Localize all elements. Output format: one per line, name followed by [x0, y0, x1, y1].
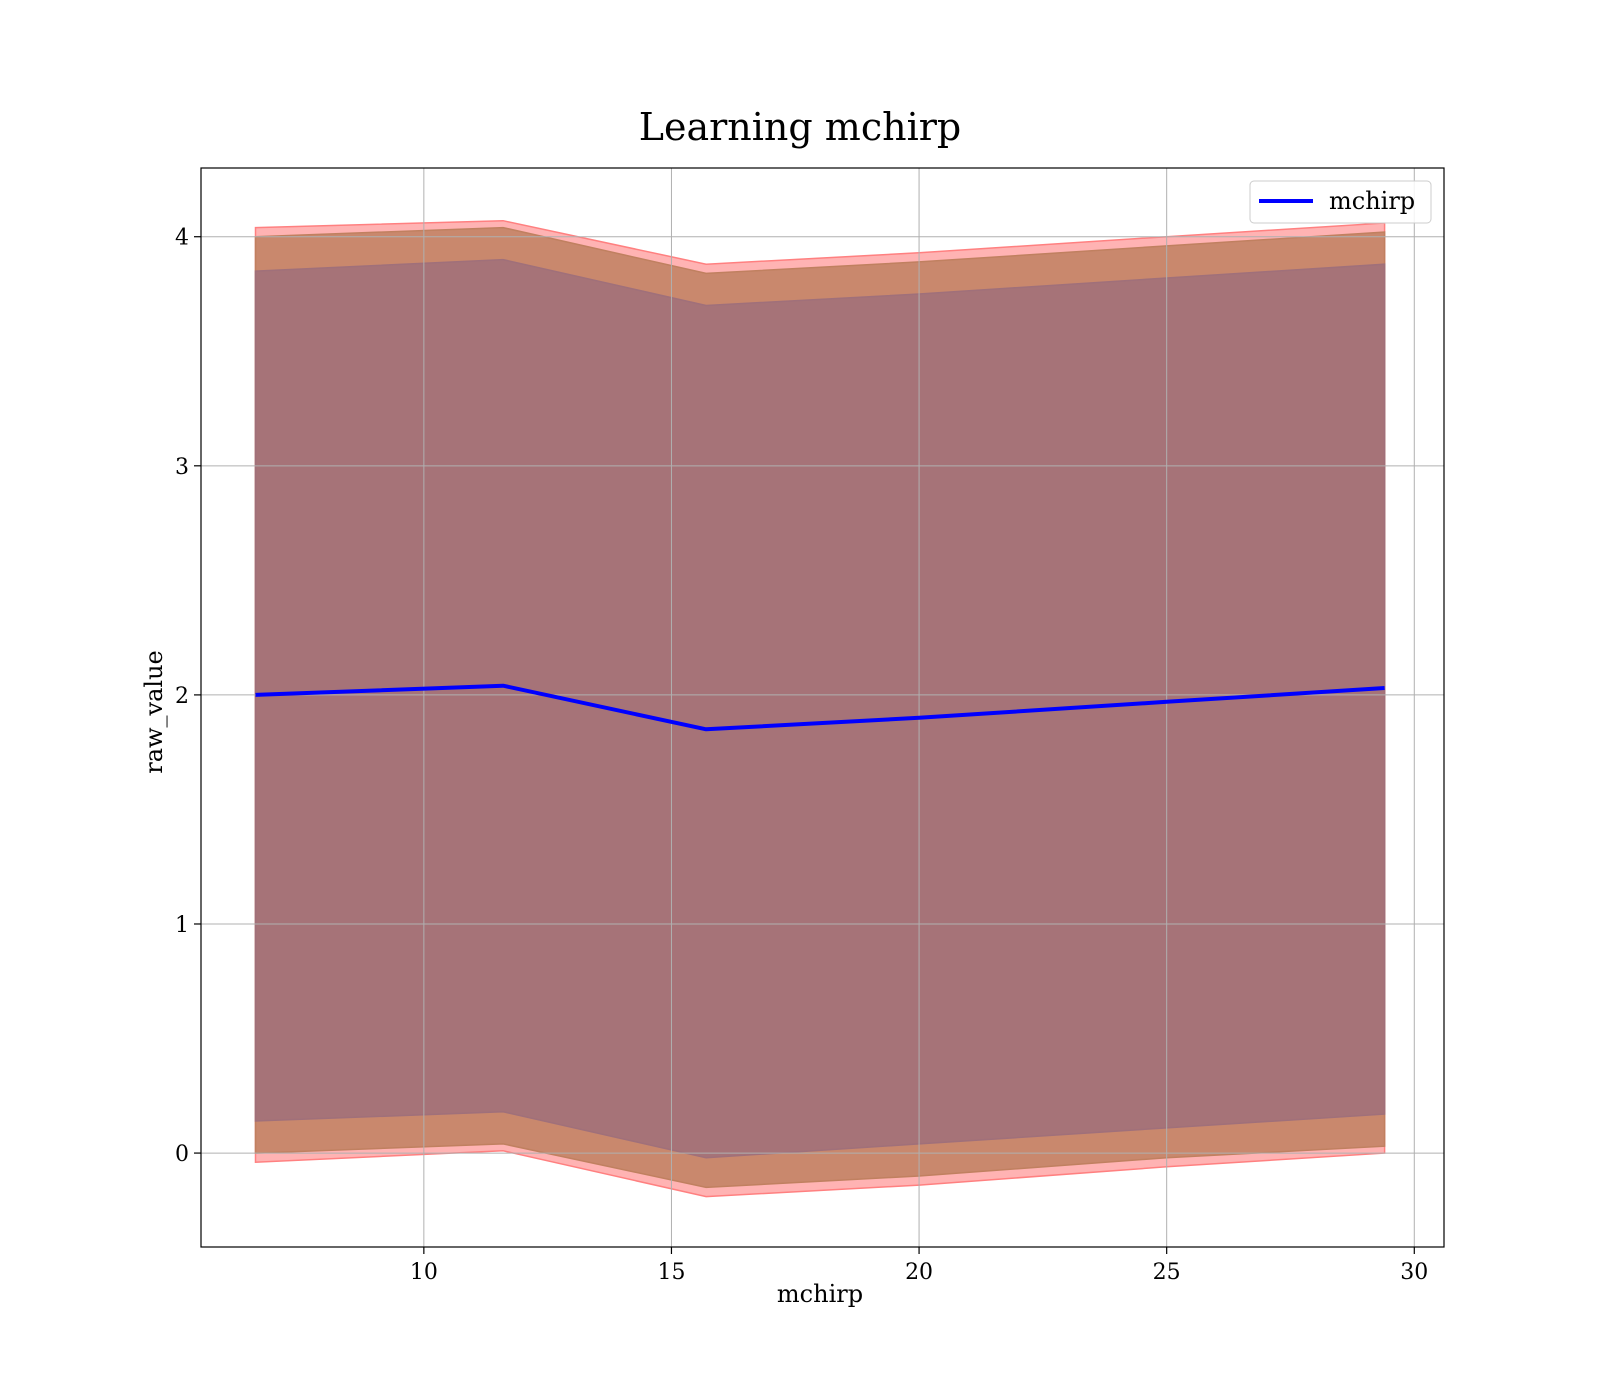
y-axis-label: raw_value: [140, 650, 168, 774]
axis-ticks: 10 15 20 25 30 0 1 2 3 4: [175, 226, 1428, 1285]
band-2: [254, 258, 1386, 1159]
y-tick-label: 3: [175, 455, 189, 480]
legend-label-mchirp: mchirp: [1329, 187, 1415, 215]
grid-lines: [201, 168, 1444, 1247]
x-tick-label: 30: [1400, 1260, 1428, 1285]
x-tick-label: 20: [905, 1260, 933, 1285]
x-axis-label: mchirp: [777, 1280, 863, 1308]
series-line-mchirp: [255, 683, 1385, 732]
confidence-bands: [254, 219, 1386, 1198]
y-tick-label: 2: [175, 684, 189, 709]
y-tick-label: 0: [175, 1142, 189, 1167]
series-lines: [255, 683, 1385, 732]
chart-title: Learning mchirp: [639, 105, 961, 149]
y-tick-label: 4: [175, 226, 189, 251]
plot-frame: [200, 167, 1445, 1248]
x-tick-label: 10: [410, 1260, 438, 1285]
legend: mchirp: [1249, 180, 1432, 224]
x-tick-label: 25: [1153, 1260, 1181, 1285]
y-tick-label: 1: [175, 913, 189, 938]
legend-box: [1249, 180, 1432, 224]
x-tick-label: 15: [657, 1260, 685, 1285]
